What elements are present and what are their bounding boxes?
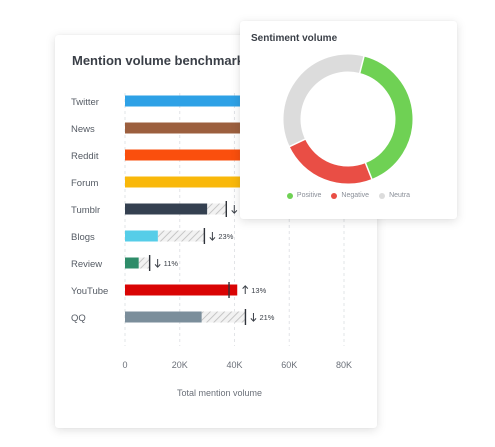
bar-forum[interactable] [125, 176, 240, 188]
benchmark-bar-review[interactable] [138, 257, 150, 269]
x-tick-label: 40K [226, 360, 242, 370]
sentiment-volume-card: Sentiment volume Positive Negative Neutr… [240, 21, 457, 219]
donut-slice-positive[interactable] [359, 56, 413, 179]
category-label-forum: Forum [71, 178, 99, 189]
benchmark-bar-blogs[interactable] [157, 230, 205, 242]
bar-blogs[interactable] [125, 230, 158, 242]
bar-tumblr[interactable] [125, 203, 208, 215]
bar-twitter[interactable] [125, 95, 240, 107]
legend-label-positive: Positive [296, 192, 322, 199]
bench-chart: 0 20K 40K 60K 80K Total mention volume Twitter… [71, 93, 352, 398]
donut-slice-negative[interactable] [289, 138, 372, 184]
category-label-review: Review [71, 259, 102, 270]
category-label-tumblr: Tumblr [71, 205, 100, 216]
category-label-news: News [71, 124, 95, 135]
change-label-youtube: 13% [251, 286, 266, 295]
bar-news[interactable] [125, 122, 240, 134]
donut-separator [358, 55, 365, 75]
donut-slice-neutral[interactable] [283, 54, 364, 147]
legend-label-neutral: Neutra [389, 192, 411, 199]
bar-review[interactable] [125, 257, 139, 269]
bar-youtube[interactable] [125, 284, 238, 296]
change-label-review: 11% [164, 259, 179, 268]
change-label-blogs: 23% [218, 232, 233, 241]
sentiment-donut [283, 54, 413, 184]
category-label-blogs: Blogs [71, 232, 95, 243]
change-label-qq: 21% [259, 313, 274, 322]
arrow-down-icon-review [154, 259, 161, 268]
x-tick-label: 80K [336, 360, 352, 370]
arrow-up-icon-youtube [242, 285, 249, 294]
bench-chart-title: Mention volume benchmark [72, 53, 244, 68]
arrow-down-icon-qq [250, 313, 257, 322]
donut-separator [288, 138, 307, 148]
donut-separator [364, 161, 373, 181]
category-label-youtube: YouTube [71, 286, 108, 297]
benchmark-bar-tumblr[interactable] [207, 203, 227, 215]
category-label-twitter: Twitter [71, 97, 99, 108]
x-tick-label: 60K [281, 360, 297, 370]
legend-item-negative[interactable]: Negative [331, 192, 369, 199]
legend-dot-negative [331, 192, 338, 199]
arrow-down-icon-tumblr [231, 205, 238, 214]
legend-dot-neutral [379, 192, 386, 199]
legend-label-negative: Negative [341, 192, 370, 199]
legend-dot-positive [286, 192, 293, 199]
x-tick-label: 0 [122, 360, 127, 370]
benchmark-bar-qq[interactable] [201, 311, 246, 323]
x-tick-label: 20K [172, 360, 188, 370]
bar-reddit[interactable] [125, 149, 240, 161]
legend-item-positive[interactable]: Positive [286, 192, 322, 199]
sentiment-chart-title: Sentiment volume [251, 33, 338, 44]
sentiment-legend: Positive Negative Neutra [240, 192, 457, 199]
category-label-reddit: Reddit [71, 151, 99, 162]
legend-item-neutral[interactable]: Neutra [379, 192, 410, 199]
arrow-down-icon-blogs [209, 232, 216, 241]
category-label-qq: QQ [71, 313, 86, 324]
bar-qq[interactable] [125, 311, 202, 323]
x-axis-title: Total mention volume [177, 388, 262, 398]
